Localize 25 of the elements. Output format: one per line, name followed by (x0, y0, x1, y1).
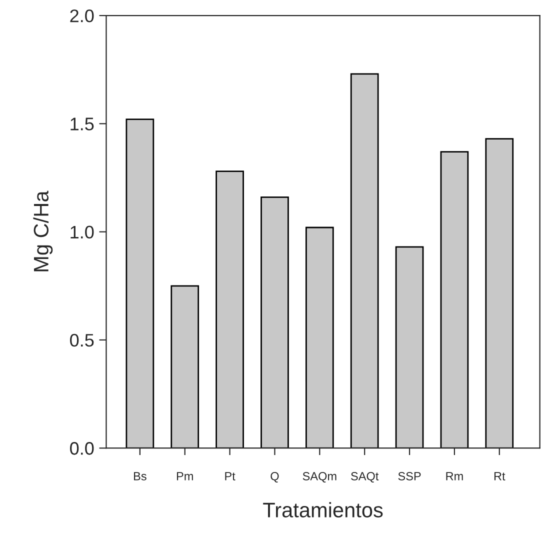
bar (216, 170, 244, 448)
y-tick-label: 2.0 (70, 9, 94, 22)
y-tick-label: 0.0 (70, 442, 94, 455)
y-tick-label: 0.5 (70, 334, 94, 347)
bar (170, 285, 200, 448)
x-axis-title: Tratamientos (263, 502, 383, 518)
bar (440, 151, 469, 448)
x-tick-label: Pm (176, 472, 193, 480)
x-tick-label: Q (270, 472, 279, 482)
x-tick-label: SAQm (302, 472, 336, 482)
x-tick-label: Rm (446, 472, 463, 480)
x-tick-label: Rt (494, 472, 506, 480)
x-tick-label: Pt (225, 472, 236, 480)
bar (395, 246, 424, 448)
x-tick-label: SSP (398, 472, 421, 480)
bar (350, 73, 379, 448)
x-tick-label: Bs (134, 472, 146, 480)
y-tick-label: 1.5 (70, 118, 94, 130)
x-tick-label: SAQt (351, 472, 379, 482)
bar (260, 196, 289, 448)
y-tick-label: 1.0 (70, 226, 94, 239)
y-axis-title: Mg C/Ha (33, 190, 53, 272)
bar (126, 118, 154, 448)
bar (305, 226, 334, 448)
bar (485, 138, 514, 448)
